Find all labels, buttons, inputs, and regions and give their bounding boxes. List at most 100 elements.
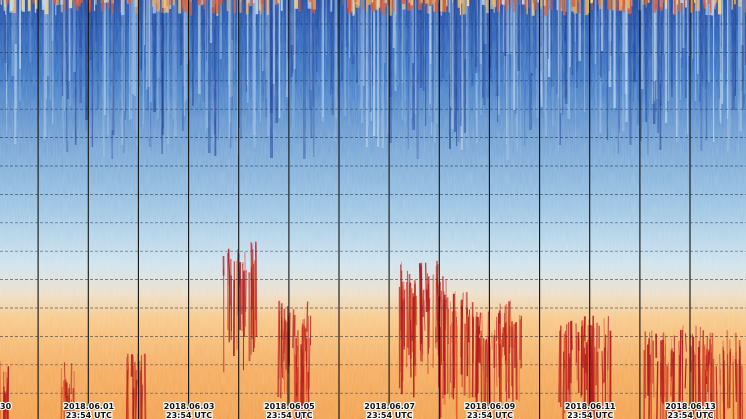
signal-stroke bbox=[684, 358, 687, 389]
tick-label-date: 2018.06.13 bbox=[665, 402, 716, 411]
tick-label-time: 23:54 UTC bbox=[567, 411, 613, 419]
signal-stroke bbox=[0, 360, 2, 419]
signal-stroke bbox=[663, 356, 665, 419]
signal-stroke bbox=[133, 361, 137, 419]
signal-stroke bbox=[307, 372, 310, 417]
signal-stroke bbox=[5, 372, 8, 419]
signal-stroke bbox=[299, 349, 302, 419]
signal-stroke bbox=[70, 399, 72, 419]
signal-stroke bbox=[436, 294, 438, 350]
signal-stroke bbox=[297, 330, 300, 419]
tick-label-time: 23:54 UTC bbox=[166, 411, 212, 419]
signal-stroke bbox=[679, 329, 682, 419]
tick-label-time: 23:54 UTC bbox=[66, 411, 112, 419]
signal-stroke bbox=[706, 367, 710, 392]
signal-stroke bbox=[282, 333, 285, 380]
signal-stroke bbox=[280, 317, 283, 378]
signal-stroke bbox=[722, 340, 725, 419]
signal-stroke bbox=[68, 388, 71, 419]
day-lines bbox=[37, 0, 691, 419]
signal-stroke bbox=[487, 311, 489, 408]
signal-stroke bbox=[502, 327, 505, 348]
signal-stroke bbox=[126, 370, 129, 419]
signal-stroke bbox=[601, 351, 604, 419]
signal-stroke bbox=[292, 309, 295, 349]
signal-stroke bbox=[576, 336, 578, 381]
signal-stroke bbox=[595, 322, 598, 386]
signal-stroke bbox=[702, 346, 705, 419]
signal-stroke bbox=[296, 345, 298, 370]
tick-label-time: 23:54 UTC bbox=[266, 411, 312, 419]
signal-stroke bbox=[449, 301, 451, 399]
signal-stroke bbox=[670, 350, 673, 377]
signal-stroke bbox=[575, 328, 577, 366]
signal-stroke bbox=[308, 337, 311, 390]
signal-stroke bbox=[423, 299, 426, 331]
signal-stroke bbox=[715, 366, 718, 419]
signal-stroke bbox=[304, 326, 307, 362]
signal-stroke bbox=[282, 308, 286, 362]
signal-stroke bbox=[587, 325, 590, 419]
signal-stroke bbox=[255, 241, 258, 338]
signal-stroke bbox=[591, 315, 594, 406]
signal-stroke bbox=[402, 281, 405, 302]
signal-stroke bbox=[442, 299, 444, 362]
signal-stroke bbox=[428, 298, 431, 349]
signal-stroke bbox=[439, 326, 442, 418]
gridlines bbox=[0, 23, 746, 394]
signal-stroke bbox=[427, 273, 429, 374]
signal-stroke bbox=[499, 303, 501, 400]
signal-stroke bbox=[505, 303, 508, 365]
signal-stroke bbox=[672, 351, 675, 419]
signal-bursts bbox=[0, 241, 744, 419]
signal-stroke bbox=[570, 320, 573, 350]
signal-stroke bbox=[500, 339, 503, 411]
signal-stroke bbox=[306, 322, 309, 366]
signal-stroke bbox=[289, 312, 291, 363]
signal-stroke bbox=[584, 353, 587, 373]
signal-stroke bbox=[452, 318, 455, 355]
signal-stroke bbox=[466, 314, 468, 340]
signal-stroke bbox=[408, 273, 411, 356]
tick-label-date: 2018.06.07 bbox=[364, 402, 415, 411]
signal-stroke bbox=[400, 270, 403, 331]
signal-stroke bbox=[558, 330, 561, 403]
signal-stroke bbox=[482, 338, 486, 419]
signal-stroke bbox=[702, 330, 705, 408]
signal-stroke bbox=[667, 362, 669, 419]
tick-label-date: 2018.06.11 bbox=[565, 402, 616, 411]
signal-stroke bbox=[244, 252, 246, 327]
signal-stroke bbox=[513, 323, 516, 368]
signal-stroke bbox=[516, 336, 518, 377]
signal-stroke bbox=[478, 337, 481, 364]
tick-label-time: 23:54 UTC bbox=[467, 411, 513, 419]
signal-stroke bbox=[607, 350, 609, 419]
signal-stroke bbox=[138, 360, 142, 419]
signal-stroke bbox=[422, 289, 425, 318]
tick-label-time: 23:54 UTC bbox=[667, 411, 713, 419]
signal-stroke bbox=[659, 369, 662, 419]
signal-stroke bbox=[699, 358, 702, 419]
signal-stroke bbox=[507, 313, 510, 338]
signal-stroke bbox=[143, 353, 147, 419]
signal-stroke bbox=[406, 270, 409, 368]
signal-stroke bbox=[511, 321, 514, 349]
signal-stroke bbox=[437, 312, 440, 356]
signal-stroke bbox=[712, 358, 715, 419]
signal-stroke bbox=[277, 300, 281, 398]
signal-stroke bbox=[734, 359, 738, 403]
signal-stroke bbox=[603, 347, 606, 383]
signal-stroke bbox=[467, 316, 470, 343]
signal-stroke bbox=[242, 263, 244, 284]
tick-label-date: 2018.06.03 bbox=[164, 402, 215, 411]
tick-label-date: 2018.06.01 bbox=[63, 402, 114, 411]
signal-stroke bbox=[65, 382, 69, 419]
signal-stroke bbox=[511, 327, 514, 412]
tick-label-partial: 30 bbox=[0, 402, 12, 411]
tick-label-date: 2018.06.09 bbox=[465, 402, 516, 411]
signal-stroke bbox=[493, 329, 496, 419]
